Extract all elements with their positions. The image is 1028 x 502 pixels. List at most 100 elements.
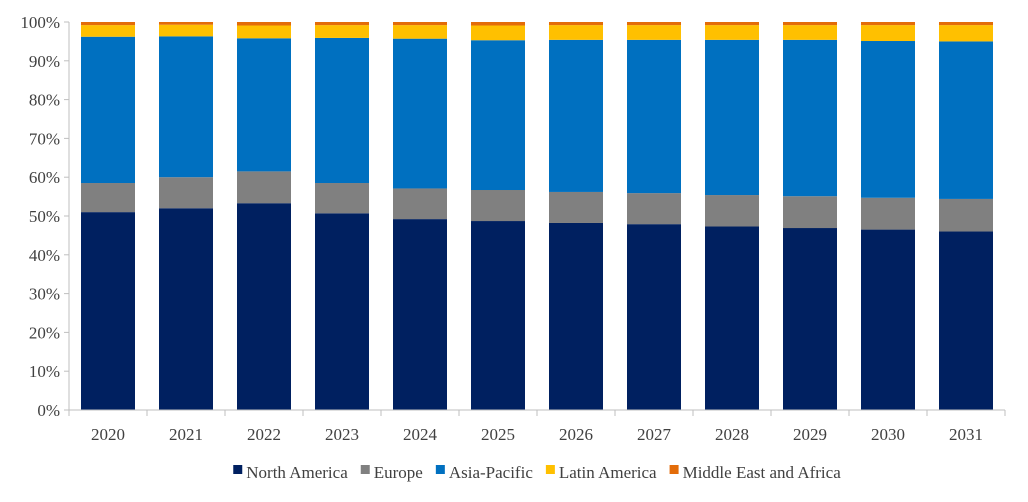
x-tick-label: 2027 xyxy=(637,425,672,444)
bar-segment-2024-s3 xyxy=(393,25,447,39)
x-tick-label: 2028 xyxy=(715,425,749,444)
legend-swatch xyxy=(545,465,555,474)
bar-segment-2022-s3 xyxy=(237,25,291,39)
bar-segment-2020-s1 xyxy=(81,183,135,213)
bar-segment-2031-s3 xyxy=(939,25,993,42)
bar-segment-2028-s0 xyxy=(705,226,759,410)
bar-segment-2025-s1 xyxy=(471,190,525,222)
y-tick-label: 70% xyxy=(29,129,60,148)
bar-segment-2024-s0 xyxy=(393,219,447,410)
legend-label: Latin America xyxy=(559,463,657,482)
bar-segment-2021-s1 xyxy=(159,177,213,209)
bar-segment-2027-s3 xyxy=(627,25,681,40)
legend-item: Asia-Pacific xyxy=(435,463,533,482)
legend-label: North America xyxy=(246,463,348,482)
y-tick-label: 90% xyxy=(29,52,60,71)
x-tick-label: 2026 xyxy=(559,425,593,444)
x-tick-label: 2022 xyxy=(247,425,281,444)
legend-label: Middle East and Africa xyxy=(683,463,842,482)
x-tick-label: 2031 xyxy=(949,425,983,444)
bar-segment-2028-s3 xyxy=(705,25,759,40)
bar-segment-2028-s4 xyxy=(705,22,759,26)
bar-segment-2031-s0 xyxy=(939,231,993,410)
bar-segment-2021-s0 xyxy=(159,208,213,410)
y-tick-label: 10% xyxy=(29,362,60,381)
bar-segment-2029-s4 xyxy=(783,22,837,26)
x-tick-label: 2024 xyxy=(403,425,438,444)
bar-segment-2022-s0 xyxy=(237,203,291,410)
legend-label: Asia-Pacific xyxy=(449,463,533,482)
bar-segment-2020-s3 xyxy=(81,25,135,37)
bar-segment-2022-s1 xyxy=(237,171,291,204)
bar-segment-2026-s0 xyxy=(549,222,603,410)
bar-segment-2025-s0 xyxy=(471,221,525,410)
y-tick-label: 60% xyxy=(29,168,60,187)
bar-segment-2023-s4 xyxy=(315,22,369,26)
bar-segment-2029-s1 xyxy=(783,196,837,229)
axes-group: 0% 10% 20% 30% 40% 50% 60% 70% 80% 90% 100% 2020 202… xyxy=(20,13,1006,444)
y-tick-label: 100% xyxy=(20,13,60,32)
legend: North America Europe Asia-Pacific Latin Ame… xyxy=(233,463,841,482)
bar-segment-2023-s1 xyxy=(315,183,369,214)
bar-segment-2024-s2 xyxy=(393,38,447,189)
y-tick-label: 50% xyxy=(29,207,60,226)
legend-item: Europe xyxy=(360,463,423,482)
bar-segment-2025-s3 xyxy=(471,25,525,41)
bar-segment-2026-s3 xyxy=(549,25,603,40)
y-tick-label: 0% xyxy=(37,401,60,420)
bar-segment-2020-s4 xyxy=(81,22,135,26)
bar-segment-2026-s4 xyxy=(549,22,603,26)
x-tick-label: 2021 xyxy=(169,425,203,444)
bar-segment-2025-s4 xyxy=(471,22,525,26)
y-tick-label: 30% xyxy=(29,285,60,304)
y-tick-label: 20% xyxy=(29,323,60,342)
x-tick-label: 2025 xyxy=(481,425,515,444)
bar-segment-2029-s3 xyxy=(783,25,837,40)
bar-segment-2022-s2 xyxy=(237,38,291,172)
bar-segment-2027-s2 xyxy=(627,39,681,194)
bar-segment-2026-s2 xyxy=(549,39,603,192)
bar-segment-2031-s4 xyxy=(939,22,993,26)
legend-swatch xyxy=(233,465,243,474)
bar-segment-2023-s0 xyxy=(315,213,369,410)
bar-segment-2028-s1 xyxy=(705,195,759,227)
bar-segment-2027-s0 xyxy=(627,224,681,410)
x-tick-label: 2023 xyxy=(325,425,359,444)
bar-segment-2024-s1 xyxy=(393,188,447,220)
bar-segment-2024-s4 xyxy=(393,22,447,26)
bar-segment-2021-s2 xyxy=(159,36,213,178)
bar-segment-2021-s3 xyxy=(159,24,213,37)
bar-segment-2020-s2 xyxy=(81,36,135,184)
legend-swatch xyxy=(360,465,370,474)
bar-segment-2027-s1 xyxy=(627,193,681,225)
y-tick-label: 80% xyxy=(29,91,60,110)
bar-segment-2023-s3 xyxy=(315,25,369,38)
y-tick-label: 40% xyxy=(29,246,60,265)
bar-segment-2030-s0 xyxy=(861,229,915,410)
legend-label: Europe xyxy=(374,463,423,482)
bar-segment-2029-s0 xyxy=(783,228,837,410)
legend-item: Latin America xyxy=(545,463,657,482)
bar-segment-2028-s2 xyxy=(705,39,759,196)
bar-segment-2031-s2 xyxy=(939,41,993,199)
x-tick-label: 2020 xyxy=(91,425,125,444)
bar-segment-2030-s2 xyxy=(861,41,915,198)
x-tick-label: 2029 xyxy=(793,425,827,444)
legend-swatch xyxy=(435,465,445,474)
legend-item: Middle East and Africa xyxy=(669,463,842,482)
bar-segment-2030-s4 xyxy=(861,22,915,26)
legend-swatch xyxy=(669,465,679,474)
bar-segment-2031-s1 xyxy=(939,198,993,232)
bar-segment-2025-s2 xyxy=(471,40,525,191)
bar-segment-2026-s1 xyxy=(549,191,603,223)
bar-segment-2020-s0 xyxy=(81,212,135,410)
bar-segment-2023-s2 xyxy=(315,37,369,184)
bar-segment-2029-s2 xyxy=(783,39,837,197)
bars-group xyxy=(81,22,993,410)
legend-item: North America xyxy=(233,463,348,482)
bar-segment-2027-s4 xyxy=(627,22,681,26)
x-tick-label: 2030 xyxy=(871,425,905,444)
bar-segment-2022-s4 xyxy=(237,22,291,26)
